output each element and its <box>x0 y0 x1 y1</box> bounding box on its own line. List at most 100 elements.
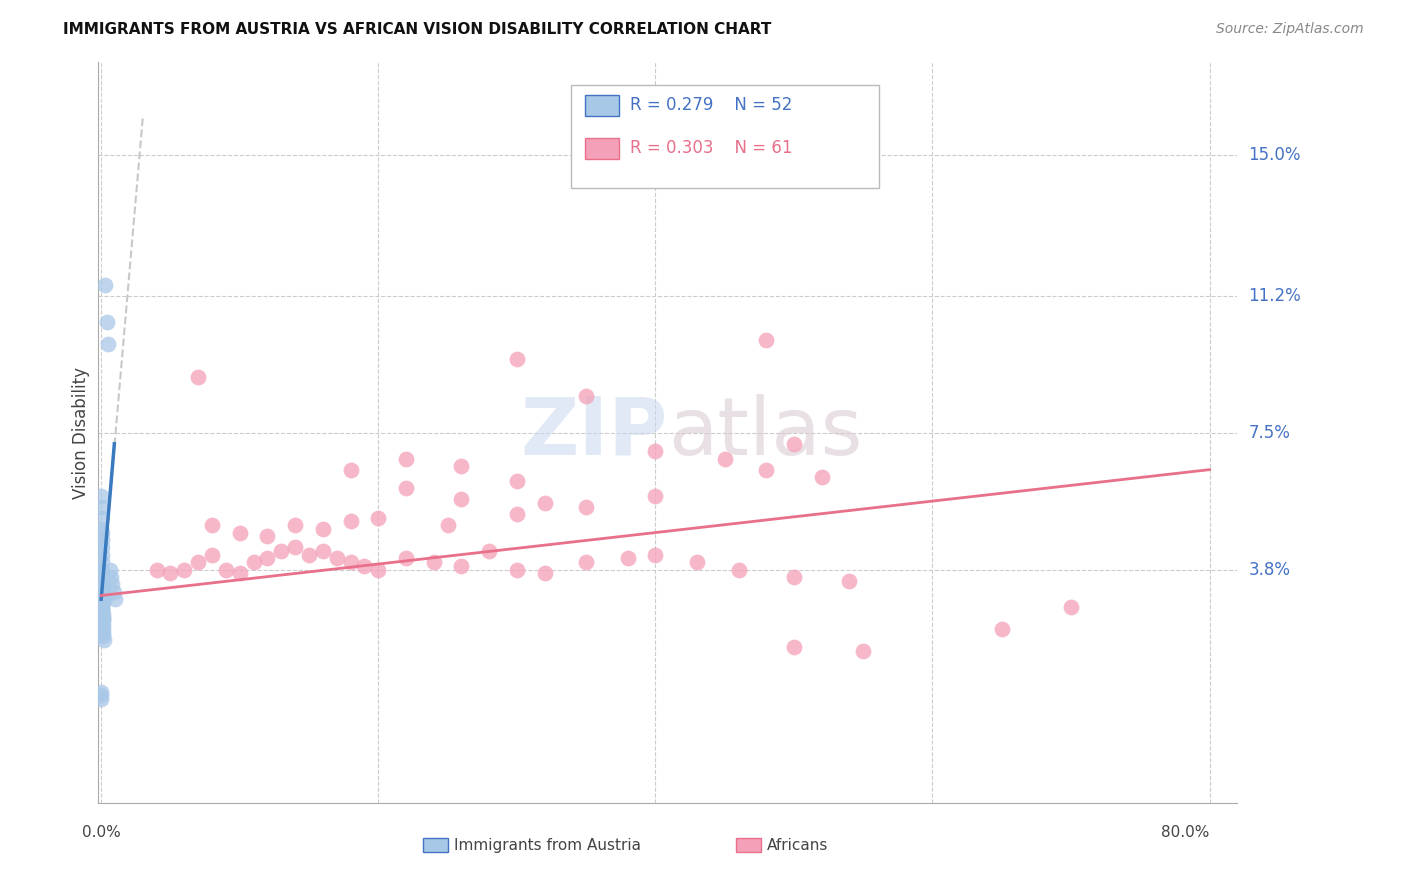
Point <box>395 451 418 466</box>
Point <box>215 563 238 577</box>
Point <box>96 314 118 328</box>
Point <box>575 555 598 569</box>
Point <box>101 577 124 591</box>
Point <box>91 610 114 624</box>
Point <box>852 644 875 658</box>
Point <box>755 333 778 347</box>
Point <box>256 551 278 566</box>
Text: IMMIGRANTS FROM AUSTRIA VS AFRICAN VISION DISABILITY CORRELATION CHART: IMMIGRANTS FROM AUSTRIA VS AFRICAN VISIO… <box>63 22 772 37</box>
Point <box>91 618 114 632</box>
Point <box>713 451 735 466</box>
Point <box>242 555 264 569</box>
Point <box>339 555 361 569</box>
Point <box>506 563 529 577</box>
Point <box>450 458 472 473</box>
Point <box>533 496 555 510</box>
Point <box>90 581 112 595</box>
Point <box>91 625 114 640</box>
Y-axis label: Vision Disability: Vision Disability <box>72 367 90 499</box>
Point <box>90 566 112 581</box>
Text: 3.8%: 3.8% <box>1249 560 1291 579</box>
Point <box>1060 599 1083 614</box>
Point <box>90 685 112 699</box>
Point <box>229 566 252 581</box>
Text: R = 0.303    N = 61: R = 0.303 N = 61 <box>630 139 793 157</box>
Point <box>450 492 472 507</box>
Point <box>422 555 444 569</box>
Point <box>644 489 666 503</box>
Point <box>284 518 307 533</box>
Point <box>450 558 472 573</box>
Point <box>783 640 806 655</box>
Point <box>339 462 361 476</box>
Point <box>91 599 114 614</box>
Point <box>90 584 112 599</box>
Point <box>103 584 125 599</box>
Point <box>93 589 115 603</box>
Text: 80.0%: 80.0% <box>1161 825 1209 840</box>
Point <box>91 577 114 591</box>
Point <box>353 558 375 573</box>
Point <box>90 548 112 562</box>
Point <box>98 563 121 577</box>
Point <box>90 510 112 524</box>
Point <box>91 581 114 595</box>
Point <box>575 388 598 402</box>
Point <box>506 507 529 521</box>
Point <box>367 510 389 524</box>
Point <box>91 596 114 610</box>
Text: ZIP: ZIP <box>520 393 668 472</box>
Point <box>990 622 1012 636</box>
FancyBboxPatch shape <box>571 85 879 188</box>
Point <box>838 574 860 588</box>
Point <box>90 692 112 706</box>
Point <box>810 470 832 484</box>
Point <box>755 462 778 476</box>
Point <box>506 351 529 366</box>
Point <box>91 555 114 569</box>
Point <box>616 551 638 566</box>
Point <box>533 566 555 581</box>
Point <box>339 515 361 529</box>
Point <box>90 592 112 607</box>
Point <box>187 370 209 384</box>
Point <box>91 615 114 629</box>
Point <box>145 563 167 577</box>
Point <box>229 525 252 540</box>
Point <box>644 444 666 458</box>
Point <box>93 592 115 607</box>
Point <box>90 533 112 547</box>
Point <box>91 596 114 610</box>
Point <box>506 474 529 488</box>
Point <box>90 563 112 577</box>
Point <box>91 607 114 621</box>
Point <box>173 563 195 577</box>
Point <box>91 584 114 599</box>
Point <box>727 563 749 577</box>
Text: Immigrants from Austria: Immigrants from Austria <box>454 838 641 853</box>
Point <box>90 570 112 584</box>
Point <box>395 551 418 566</box>
Point <box>90 525 112 540</box>
Point <box>201 518 224 533</box>
Text: atlas: atlas <box>668 393 862 472</box>
Point <box>91 563 114 577</box>
Point <box>783 570 806 584</box>
Text: 7.5%: 7.5% <box>1249 424 1291 442</box>
Point <box>298 548 321 562</box>
Point <box>90 574 112 588</box>
Point <box>436 518 458 533</box>
Point <box>94 277 117 292</box>
Point <box>90 489 112 503</box>
FancyBboxPatch shape <box>423 838 449 853</box>
Point <box>312 544 335 558</box>
FancyBboxPatch shape <box>737 838 761 853</box>
Text: Africans: Africans <box>766 838 828 853</box>
Point <box>644 548 666 562</box>
Point <box>90 689 112 703</box>
Point <box>91 603 114 617</box>
Point <box>100 570 122 584</box>
Point <box>284 541 307 555</box>
FancyBboxPatch shape <box>585 95 619 116</box>
Point <box>90 500 112 514</box>
